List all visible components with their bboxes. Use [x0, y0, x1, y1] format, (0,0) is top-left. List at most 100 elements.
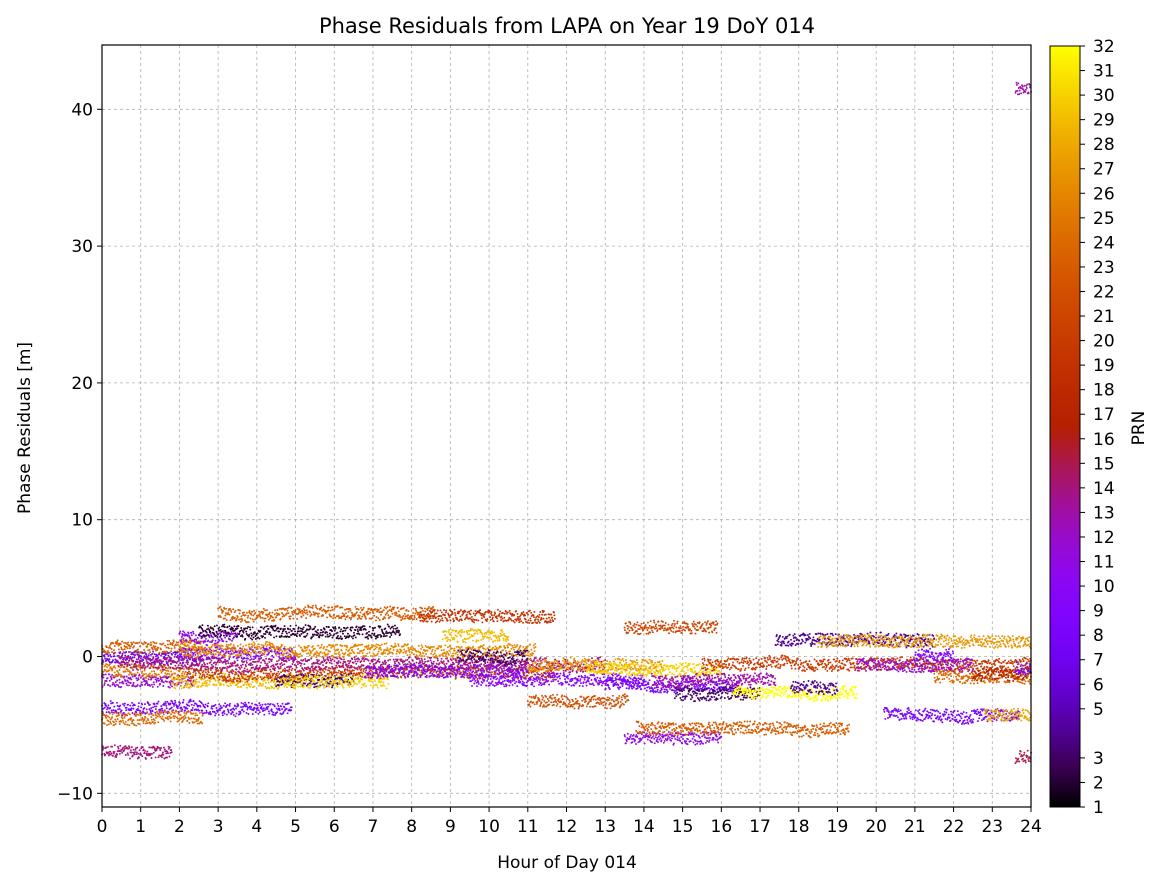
- data-point: [150, 712, 153, 715]
- data-point: [161, 680, 164, 683]
- data-point: [128, 670, 131, 673]
- data-point: [383, 633, 386, 636]
- data-point: [112, 754, 114, 757]
- data-point: [335, 673, 338, 676]
- data-point: [353, 631, 355, 634]
- data-point: [188, 666, 191, 669]
- data-point: [463, 676, 466, 679]
- data-point: [180, 640, 183, 643]
- data-point: [412, 607, 415, 610]
- data-point: [107, 683, 110, 686]
- data-point: [189, 642, 192, 645]
- data-point: [146, 722, 149, 725]
- data-point: [161, 709, 164, 712]
- data-point: [207, 671, 210, 674]
- data-point: [318, 636, 321, 639]
- data-point: [216, 676, 219, 679]
- data-point: [121, 713, 124, 716]
- data-point: [290, 706, 293, 709]
- data-point: [227, 709, 230, 712]
- data-point: [187, 680, 190, 683]
- data-point: [337, 634, 339, 637]
- data-point: [164, 666, 167, 669]
- data-point: [238, 632, 241, 635]
- data-point: [158, 653, 161, 656]
- data-point: [215, 634, 218, 637]
- data-point: [176, 651, 179, 654]
- data-point: [117, 648, 120, 651]
- data-point: [117, 674, 119, 676]
- data-point: [183, 675, 186, 678]
- data-point: [363, 660, 366, 663]
- data-point: [266, 631, 269, 634]
- data-point: [390, 634, 393, 636]
- data-point: [159, 682, 162, 685]
- data-point: [162, 685, 165, 687]
- data-point: [211, 707, 214, 710]
- data-point: [320, 606, 323, 609]
- data-point: [246, 627, 249, 630]
- data-point: [160, 643, 163, 646]
- data-point: [106, 649, 109, 652]
- data-point: [146, 645, 149, 648]
- data-point: [290, 606, 293, 609]
- data-point: [372, 612, 375, 615]
- data-point: [274, 624, 277, 627]
- data-point: [185, 661, 188, 664]
- data-point: [160, 711, 163, 714]
- data-point: [111, 651, 114, 654]
- data-point: [154, 648, 157, 650]
- data-point: [132, 748, 135, 751]
- data-point: [272, 713, 275, 716]
- data-point: [111, 668, 114, 671]
- data-point: [330, 659, 333, 662]
- data-point: [262, 607, 265, 610]
- data-point: [106, 663, 109, 666]
- data-point: [309, 615, 312, 617]
- data-point: [269, 668, 272, 671]
- data-point: [201, 624, 204, 627]
- data-point: [406, 668, 409, 671]
- data-point: [109, 654, 112, 656]
- data-point: [335, 671, 338, 674]
- data-point: [295, 666, 298, 669]
- data-point: [286, 669, 289, 672]
- data-point: [176, 716, 178, 719]
- data-point: [385, 661, 387, 664]
- data-point: [154, 678, 157, 681]
- data-point: [259, 704, 262, 707]
- data-point: [248, 635, 250, 638]
- data-point: [102, 660, 105, 663]
- data-point: [287, 612, 290, 615]
- data-point: [333, 629, 336, 632]
- data-point: [190, 631, 193, 634]
- data-point: [284, 628, 286, 630]
- data-point: [309, 626, 312, 629]
- data-point: [119, 750, 122, 753]
- data-point: [471, 661, 474, 664]
- data-point: [102, 747, 105, 749]
- data-point: [406, 658, 409, 661]
- data-point: [123, 723, 126, 726]
- data-point: [149, 684, 152, 687]
- data-point: [245, 659, 248, 662]
- data-point: [258, 702, 261, 705]
- data-point: [123, 704, 126, 707]
- data-point: [285, 608, 288, 610]
- data-point: [539, 676, 542, 679]
- data-point: [243, 660, 246, 663]
- data-point: [267, 705, 270, 708]
- data-point: [280, 652, 283, 654]
- data-point: [246, 705, 248, 708]
- data-point: [172, 676, 175, 679]
- data-point: [408, 656, 411, 659]
- data-point: [379, 625, 382, 628]
- data-point: [113, 705, 116, 708]
- data-point: [135, 667, 138, 670]
- data-point: [245, 630, 248, 633]
- data-point: [204, 671, 207, 674]
- data-point: [263, 713, 266, 716]
- data-point: [230, 671, 233, 674]
- data-point: [109, 721, 112, 723]
- data-point: [144, 656, 147, 659]
